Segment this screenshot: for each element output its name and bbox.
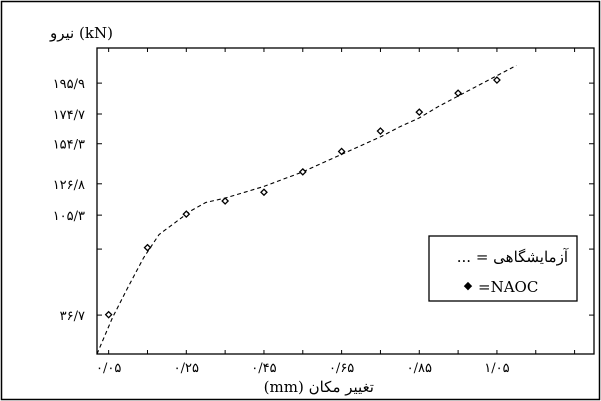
naoc-point [298,167,307,176]
x-tick-label: ۰/۴۵ [251,361,276,376]
series-layer [96,65,517,355]
legend-label-naoc: =NAOC [478,278,538,296]
series-line-experimental [96,65,517,355]
legend: آزمایشگاهی = ... ◆ =NAOC [428,235,578,302]
naoc-point [493,76,501,84]
x-tick-label: ۰/۶۵ [329,361,354,376]
y-tick-label: ۱۰۵/۳ [53,209,85,224]
x-tick-labels: ۰/۰۵ ۰/۲۵ ۰/۴۵ ۰/۶۵ ۰/۸۵ ۱/۰۵ [96,361,510,376]
naoc-point [260,188,268,197]
y-tick-label: ۱۵۴/۳ [53,138,85,153]
naoc-point [337,147,346,156]
y-tick-label: ۱۹۵/۹ [53,77,85,92]
naoc-point [454,89,463,98]
legend-label-experimental: آزمایشگاهی = ... [457,248,569,266]
legend-marker-naoc: ◆ [464,279,473,292]
naoc-point [415,108,424,117]
y-tick-labels: ۳۶/۷ ۱۰۵/۳ ۱۲۶/۸ ۱۵۴/۳ ۱۷۴/۷ ۱۹۵/۹ [53,77,85,324]
naoc-point [182,210,191,219]
plot-frame [96,47,595,355]
naoc-point [221,197,230,205]
x-axis-label: تغییر مکان (mm) [264,378,374,396]
naoc-point [376,127,385,135]
y-tick-label: ۳۶/۷ [60,309,85,324]
legend-box [428,235,578,302]
y-axis-label: نیرو (kN) [49,24,113,42]
x-tick-label: ۰/۲۵ [174,361,199,376]
x-tick-label: ۰/۸۵ [407,361,432,376]
tick-marks [97,48,594,354]
x-tick-label: ۰/۰۵ [96,361,121,376]
x-tick-label: ۱/۰۵ [484,361,509,376]
y-tick-label: ۱۲۶/۸ [53,178,85,193]
naoc-point [143,243,152,252]
naoc-point [104,310,113,319]
y-tick-label: ۱۷۴/۷ [53,108,85,123]
